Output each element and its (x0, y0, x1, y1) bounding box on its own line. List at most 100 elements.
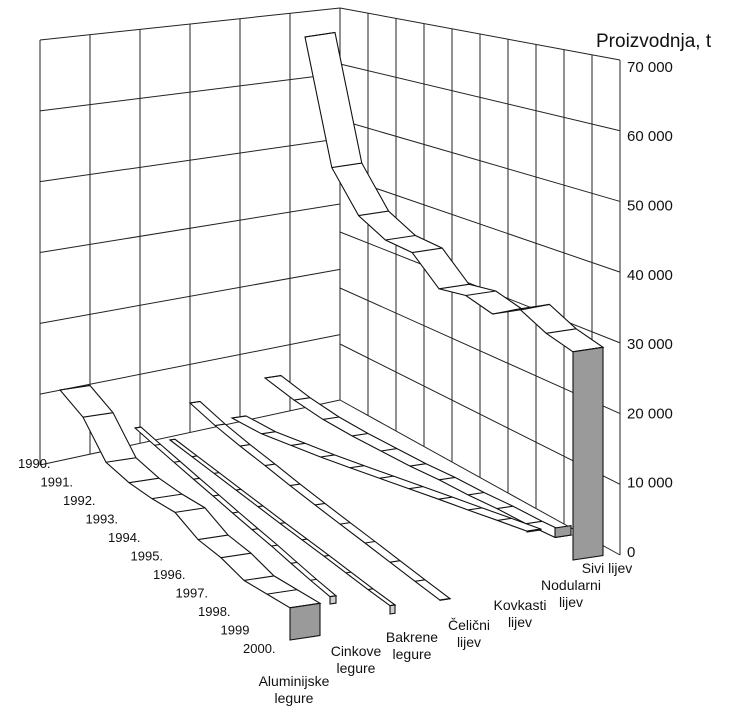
series-ribbon-segment (385, 234, 416, 241)
series-ribbon-segment (379, 475, 394, 479)
y-axis-title: Proizvodnja, t (596, 31, 712, 52)
series-ribbon-segment (289, 483, 301, 487)
series-ribbon-segment (191, 455, 198, 458)
series-ribbon-segment (323, 554, 330, 557)
series-ribbon-segment (339, 522, 351, 525)
category-label-line2: legure (275, 690, 314, 706)
series-ribbon-segment (438, 283, 470, 290)
series-ribbon-segment (496, 505, 514, 510)
series-ribbon-segment (59, 384, 91, 391)
y-tick-label: 40 000 (627, 267, 673, 284)
series-ribbon-segment (546, 328, 577, 334)
series-ribbon-segment (304, 31, 336, 38)
category-label-line2: lijev (457, 634, 481, 650)
series-ribbon-end (289, 602, 321, 641)
series-ribbon-end (572, 346, 604, 561)
y-tick-label: 60 000 (627, 128, 673, 145)
series-ribbon-segment (189, 400, 201, 404)
series-ribbon-segment (193, 477, 200, 480)
x-tick-label: 2000. (243, 641, 276, 656)
series-ribbon-segment (264, 375, 282, 379)
category-label-line2: legure (393, 646, 432, 662)
category-label: Kovkasti (494, 597, 547, 613)
series-ribbon-segment (169, 438, 176, 441)
y-tick-label: 20 000 (627, 405, 673, 422)
series-ribbon-segment (264, 463, 276, 467)
series-ribbon-segment (279, 522, 286, 524)
series-ribbon-segment (310, 578, 317, 581)
x-tick-label: 1999 (221, 623, 250, 638)
series-ribbon-segment (438, 496, 453, 500)
category-label: Nodularni (541, 577, 601, 593)
series-ribbon-segment (351, 432, 369, 437)
series-ribbon-segment (358, 210, 389, 217)
series-ribbon-segment (331, 162, 362, 169)
series-ribbon-segment (349, 465, 365, 469)
series-ribbon-end (389, 604, 396, 615)
series-ribbon-segment (497, 517, 512, 521)
series-ribbon-top (263, 375, 573, 538)
x-tick-label: 1998. (198, 604, 231, 619)
series-ribbon-segment (408, 486, 424, 490)
series-ribbon-segment (82, 412, 114, 418)
series-ribbon-end (526, 528, 542, 533)
series-ribbon-segment (380, 448, 398, 452)
series-ribbon-segment (128, 477, 160, 484)
series-ribbon-segment (220, 552, 252, 559)
series-ribbon-segment (173, 460, 181, 463)
series-ribbon-segment (266, 589, 298, 595)
x-tick-label: 1990. (18, 456, 51, 471)
series-ribbon-segment (151, 493, 183, 500)
series-ribbon-segment (213, 472, 220, 474)
series-ribbon-segment (389, 560, 401, 563)
series-ribbon-top (188, 400, 452, 601)
series-ribbon-segment (438, 476, 456, 481)
series-ribbon-end (554, 524, 572, 539)
series-ribbon-segment (367, 588, 374, 591)
series-ribbon-segment (212, 494, 220, 497)
series-ribbon-segment (467, 507, 483, 511)
category-label: Sivi lijev (582, 560, 633, 576)
y-tick-label: 0 (627, 544, 635, 561)
x-tick-label: 1996. (153, 567, 186, 582)
x-tick-label: 1997. (176, 586, 209, 601)
y-tick-label: 10 000 (627, 475, 673, 492)
x-tick-label: 1994. (108, 530, 141, 545)
category-label-line2: lijev (559, 594, 583, 610)
x-tick-label: 1995. (131, 549, 164, 564)
series-ribbon-segment (293, 397, 311, 401)
series-ribbon-segment (290, 442, 306, 446)
series-ribbon-segment (271, 544, 278, 547)
y-tick-label: 70 000 (627, 59, 673, 76)
series-ribbon-segment (197, 534, 229, 541)
series-ribbon-segment (412, 247, 443, 254)
series-ribbon-segment (251, 528, 259, 531)
series-ribbon-segment (239, 444, 251, 447)
series-ribbon-segment (301, 538, 308, 541)
series-ribbon-segment (105, 457, 137, 463)
series-ribbon-segment (525, 520, 543, 525)
series-ribbon-segment (314, 502, 326, 506)
series-ribbon-segment (261, 431, 276, 435)
series-ribbon-segment (322, 416, 340, 420)
category-label: Bakrene (386, 629, 438, 645)
series-ribbon-top (304, 31, 605, 353)
series-ribbon-segment (467, 491, 485, 496)
series-ribbon-segment (134, 426, 142, 429)
category-label: Čelični (448, 617, 490, 633)
series-ribbon-segment (414, 579, 426, 582)
y-tick-label: 50 000 (627, 198, 673, 215)
series-ribbon-segment (492, 308, 523, 315)
series-ribbon-segment (214, 423, 226, 427)
series-ribbon-segment (290, 561, 298, 564)
series-ribbon-segment (154, 443, 161, 446)
series-ribbon-segment (465, 290, 496, 297)
category-label-line2: lijev (508, 614, 532, 630)
category-label-line2: legure (337, 660, 376, 676)
series-ribbon-segment (232, 511, 239, 514)
series-ribbon-segment (519, 303, 550, 310)
series-ribbons (58, 31, 605, 641)
category-label: Cinkove (331, 643, 382, 659)
series-ribbon-segment (231, 415, 247, 419)
